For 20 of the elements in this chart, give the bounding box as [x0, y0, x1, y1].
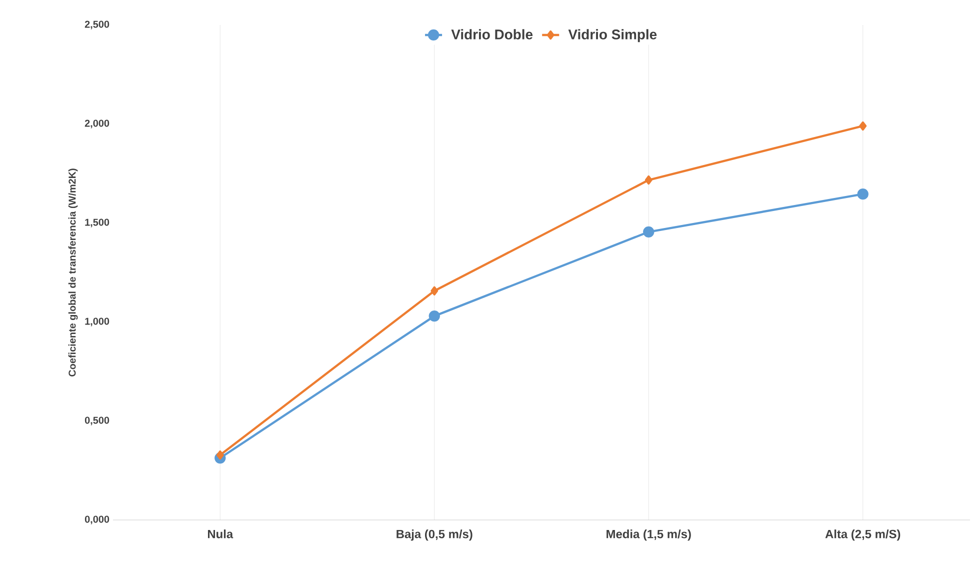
- y-tick-label: 0,500: [84, 416, 110, 426]
- x-tick-label: Media (1,5 m/s): [606, 530, 691, 541]
- x-tick-label: Alta (2,5 m/S): [825, 530, 900, 541]
- point: [430, 286, 438, 296]
- legend-label: Vidrio Simple: [568, 29, 657, 42]
- point: [859, 121, 867, 131]
- point: [857, 188, 868, 200]
- y-tick-label: 1,500: [85, 218, 110, 228]
- y-axis-title: Coeficiente global de transferencia (W/m2K): [68, 168, 78, 376]
- y-tick-label: 1,000: [85, 318, 110, 326]
- point: [216, 450, 224, 460]
- point: [643, 226, 654, 238]
- x-tick-label: Nula: [208, 530, 234, 538]
- y-tick-label: 2,500: [84, 20, 110, 30]
- y-tick-label: 0,000: [84, 516, 110, 524]
- legend-label: Vidrio Doble: [451, 29, 533, 40]
- x-tick-label: Baja (0,5 m/s): [396, 530, 472, 541]
- y-tick-label: 2,000: [84, 120, 110, 128]
- point: [644, 175, 652, 185]
- point: [428, 310, 440, 322]
